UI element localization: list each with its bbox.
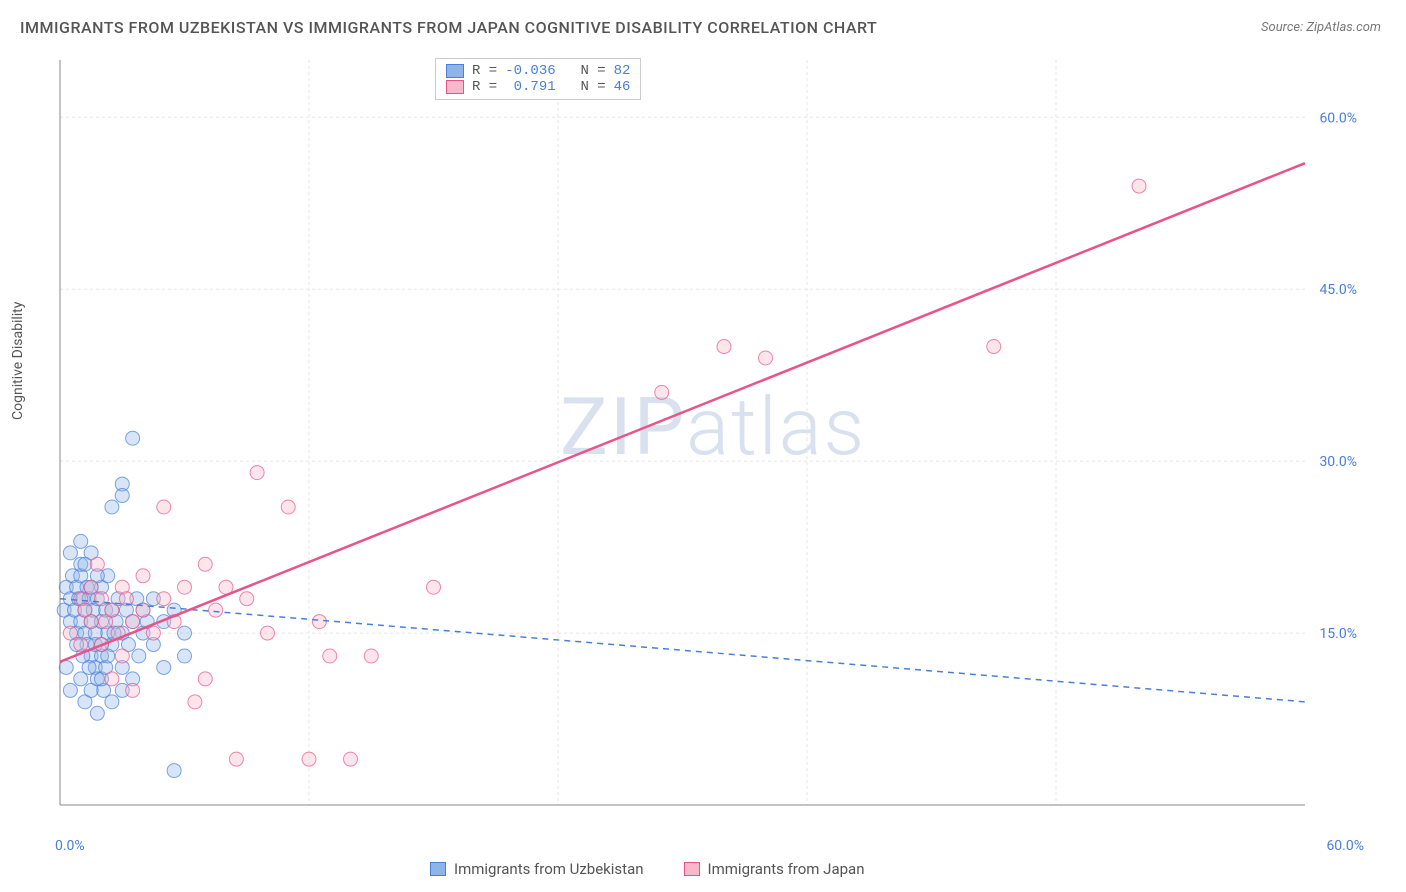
series-legend: Immigrants from Uzbekistan Immigrants fr… <box>430 860 864 878</box>
legend-n-label: N = <box>564 79 606 95</box>
legend-label-japan: Immigrants from Japan <box>708 860 865 878</box>
legend-n-value-0: 82 <box>614 63 631 79</box>
svg-text:60.0%: 60.0% <box>1319 110 1357 126</box>
chart-plot-area: 15.0% 30.0% 45.0% 60.0% <box>55 55 1365 835</box>
x-axis-max-label: 60.0% <box>1326 838 1364 854</box>
legend-row-japan: R = 0.791 N = 46 <box>446 79 630 95</box>
source-attribution: Source: ZipAtlas.com <box>1261 20 1381 35</box>
chart-title: IMMIGRANTS FROM UZBEKISTAN VS IMMIGRANTS… <box>20 18 877 37</box>
legend-r-label: R = <box>472 63 497 79</box>
legend-item-japan: Immigrants from Japan <box>684 860 865 878</box>
legend-r-value-1: 0.791 <box>505 79 555 95</box>
correlation-legend: R = -0.036 N = 82 R = 0.791 N = 46 <box>435 58 641 100</box>
legend-r-label: R = <box>472 79 497 95</box>
y-axis-label: Cognitive Disability <box>10 302 26 420</box>
legend-swatch-uzbekistan <box>446 64 464 78</box>
legend-n-label: N = <box>564 63 606 79</box>
legend-swatch-japan <box>446 80 464 94</box>
legend-n-value-1: 46 <box>614 79 631 95</box>
legend-color-japan <box>684 862 700 876</box>
x-axis-min-label: 0.0% <box>55 838 85 854</box>
svg-text:30.0%: 30.0% <box>1319 454 1357 470</box>
svg-text:15.0%: 15.0% <box>1319 626 1357 642</box>
legend-label-uzbekistan: Immigrants from Uzbekistan <box>454 860 644 878</box>
legend-row-uzbekistan: R = -0.036 N = 82 <box>446 63 630 79</box>
svg-text:45.0%: 45.0% <box>1319 282 1357 298</box>
scatter-plot-svg: 15.0% 30.0% 45.0% 60.0% <box>55 55 1365 835</box>
legend-r-value-0: -0.036 <box>505 63 555 79</box>
legend-color-uzbekistan <box>430 862 446 876</box>
legend-item-uzbekistan: Immigrants from Uzbekistan <box>430 860 644 878</box>
